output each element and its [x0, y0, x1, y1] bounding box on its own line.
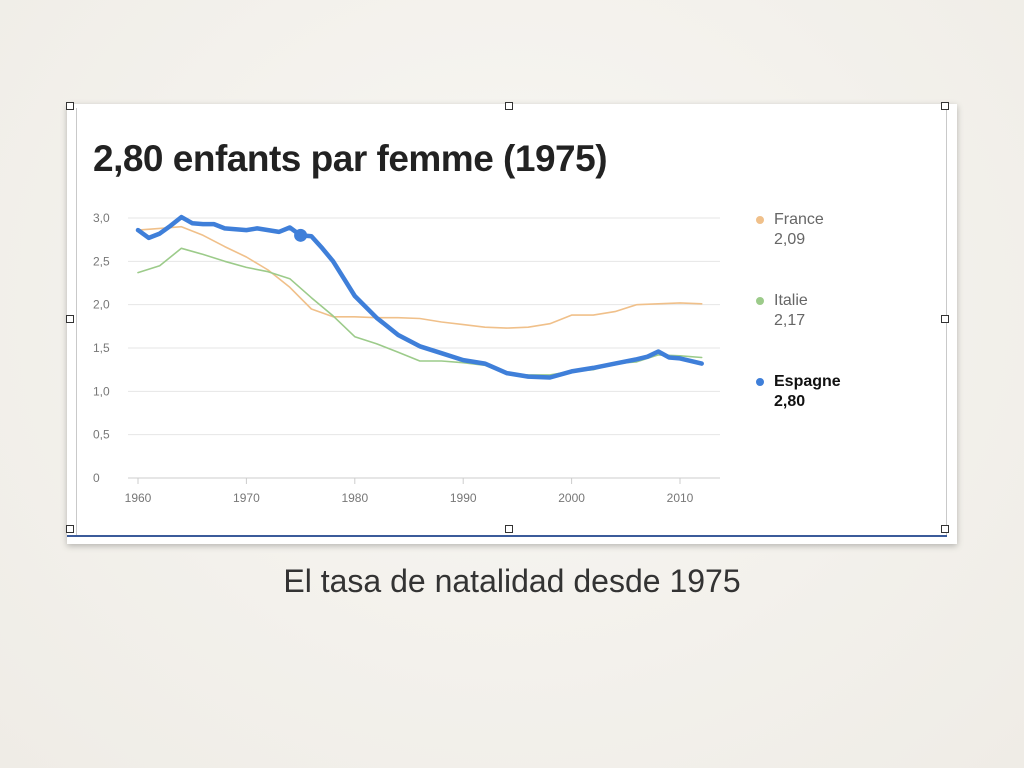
x-tick-label: 2000 — [558, 491, 585, 505]
y-axis-ticks: 3,0 2,5 2,0 1,5 1,0 0,5 0 — [93, 211, 110, 485]
y-tick-label: 1,5 — [93, 341, 110, 355]
legend-label-espagne: Espagne — [774, 373, 841, 390]
legend-marker-france — [756, 216, 764, 224]
frame-left-border — [76, 108, 77, 536]
chart-series — [135, 214, 704, 380]
resize-handle-top-left[interactable] — [66, 102, 74, 110]
x-axis-ticks: 1960 1970 1980 1990 2000 2010 — [125, 478, 694, 505]
resize-handle-bottom-right[interactable] — [941, 525, 949, 533]
chart-frame[interactable] — [67, 104, 957, 544]
y-tick-label: 0,5 — [93, 428, 110, 442]
legend-value-italie: 2,17 — [774, 312, 806, 329]
legend-marker-italie — [756, 297, 764, 305]
y-tick-label: 0 — [93, 471, 100, 485]
series-line-espagne — [135, 214, 704, 380]
legend-label-italie: Italie — [774, 292, 808, 309]
x-tick-label: 2010 — [667, 491, 694, 505]
frame-bottom-border — [67, 535, 947, 537]
y-tick-label: 2,5 — [93, 254, 110, 268]
slide-caption: El tasa de natalidad desde 1975 — [283, 563, 741, 599]
legend-item-espagne[interactable]: Espagne 2,80 — [756, 372, 841, 412]
x-tick-label: 1980 — [341, 491, 368, 505]
resize-handle-bottom-middle[interactable] — [505, 525, 513, 533]
legend-label-france: France — [774, 211, 824, 228]
legend-item-france[interactable]: France 2,09 — [756, 210, 824, 250]
legend-value-france: 2,09 — [774, 231, 806, 248]
resize-handle-bottom-left[interactable] — [66, 525, 74, 533]
resize-handle-top-middle[interactable] — [505, 102, 513, 110]
legend-marker-espagne — [756, 378, 764, 386]
x-tick-label: 1970 — [233, 491, 260, 505]
resize-handle-top-right[interactable] — [941, 102, 949, 110]
y-tick-label: 2,0 — [93, 298, 110, 312]
resize-handle-middle-left[interactable] — [66, 315, 74, 323]
chart-title: 2,80 enfants par femme (1975) — [93, 138, 608, 179]
y-tick-label: 1,0 — [93, 384, 110, 398]
series-line-france — [137, 225, 703, 329]
y-tick-label: 3,0 — [93, 211, 110, 225]
legend-value-espagne: 2,80 — [774, 393, 806, 410]
highlight-point[interactable] — [294, 228, 308, 242]
legend-item-italie[interactable]: Italie 2,17 — [756, 291, 808, 331]
x-tick-label: 1960 — [125, 491, 152, 505]
x-tick-label: 1990 — [450, 491, 477, 505]
resize-handle-middle-right[interactable] — [941, 315, 949, 323]
